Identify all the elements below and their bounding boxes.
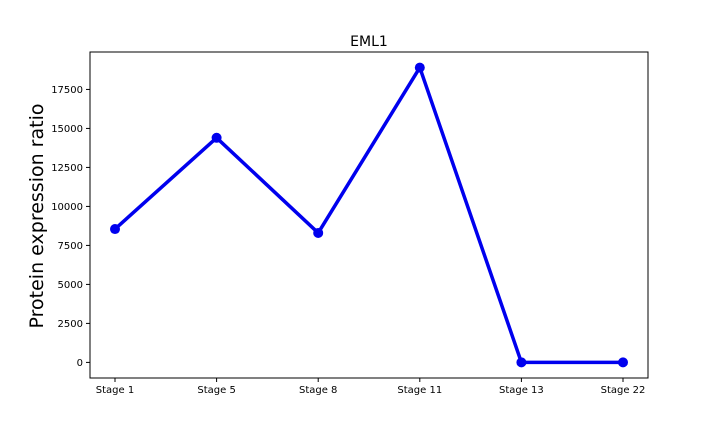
y-tick-label: 12500 xyxy=(51,163,83,174)
y-tick-label: 15000 xyxy=(51,124,83,135)
y-tick-label: 0 xyxy=(77,358,83,369)
data-point xyxy=(110,224,120,235)
x-tick-label: Stage 22 xyxy=(601,385,646,396)
data-point xyxy=(414,62,425,73)
y-tick-label: 10000 xyxy=(51,202,83,213)
data-point xyxy=(516,357,527,368)
x-tick-label: Stage 5 xyxy=(197,385,235,396)
x-tick-label: Stage 11 xyxy=(397,385,442,396)
y-tick-label: 7500 xyxy=(58,241,83,252)
x-tick-label: Stage 13 xyxy=(499,385,544,396)
series-line xyxy=(113,65,625,365)
y-tick-label: 17500 xyxy=(51,85,83,96)
x-tick-label: Stage 1 xyxy=(96,385,134,396)
x-tick-label: Stage 8 xyxy=(299,385,337,396)
data-point xyxy=(618,357,628,368)
data-point xyxy=(211,132,222,143)
chart-title: EML1 xyxy=(350,34,388,50)
y-axis: 0 2500 5000 7500 10000 12500 15000 17500 xyxy=(51,85,90,369)
plot-area-frame xyxy=(89,51,649,379)
x-axis: Stage 1 Stage 5 Stage 8 Stage 11 Stage 13 Sta… xyxy=(96,378,646,396)
y-tick-label: 2500 xyxy=(58,319,83,330)
series-layer xyxy=(110,62,628,368)
data-point xyxy=(313,227,324,238)
y-tick-label: 5000 xyxy=(58,280,83,291)
y-axis-title: Protein expression ratio xyxy=(26,104,48,329)
